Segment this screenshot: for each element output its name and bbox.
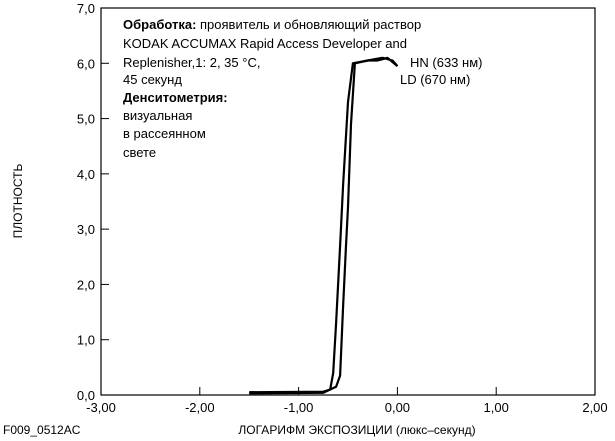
- x-tick-label: 0,00: [385, 400, 410, 415]
- y-tick-label: 3,0: [77, 222, 95, 237]
- svg-text:Обработка: проявитель и обновл: Обработка: проявитель и обновляющий раст…: [123, 17, 421, 32]
- x-axis-label: ЛОГАРИФМ ЭКСПОЗИЦИИ (люкс–секунд): [238, 423, 475, 437]
- processing-text-2: KODAK ACCUMAX Rapid Access Developer and: [123, 36, 407, 51]
- y-tick-label: 0,0: [77, 388, 95, 403]
- series-label-ld: LD (670 нм): [400, 72, 470, 87]
- processing-text-4: 45 секунд: [123, 72, 182, 87]
- axis-ticks: -3,00 -2,00 -1,00 0,00 1,00 2,00 0,0 1,0 2,0 3,0 4…: [77, 1, 608, 415]
- densitometry-text-2: в рассеянном: [123, 126, 206, 141]
- x-tick-label: -2,00: [185, 400, 215, 415]
- y-tick-label: 6,0: [77, 56, 95, 71]
- densitometry-label: Денситометрия:: [123, 90, 228, 105]
- figure-code: F009_0512AC: [3, 423, 81, 437]
- processing-text-3: Replenisher,1: 2, 35 °C,: [123, 55, 260, 70]
- density-curves: [249, 56, 399, 395]
- densitometry-text-1: визуальная: [123, 108, 192, 123]
- y-tick-label: 1,0: [77, 333, 95, 348]
- y-tick-label: 5,0: [77, 112, 95, 127]
- x-tick-label: 2,00: [582, 400, 607, 415]
- processing-annotation: Обработка: проявитель и обновляющий раст…: [123, 17, 421, 160]
- processing-label: Обработка:: [123, 17, 196, 32]
- series-line-ld: [249, 56, 399, 395]
- y-tick-label: 2,0: [77, 277, 95, 292]
- densitometry-text-3: свете: [123, 145, 156, 160]
- y-axis-label: ПЛОТНОСТЬ: [11, 164, 25, 239]
- x-tick-label: -3,00: [86, 400, 116, 415]
- plot-frame: [100, 7, 596, 396]
- y-tick-label: 4,0: [77, 167, 95, 182]
- x-tick-label: -1,00: [284, 400, 314, 415]
- series-line-hn: [249, 56, 399, 394]
- x-tick-label: 1,00: [484, 400, 509, 415]
- processing-text-1: проявитель и обновляющий раствор: [196, 17, 421, 32]
- series-label-hn: HN (633 нм): [410, 55, 482, 70]
- y-tick-label: 7,0: [77, 1, 95, 16]
